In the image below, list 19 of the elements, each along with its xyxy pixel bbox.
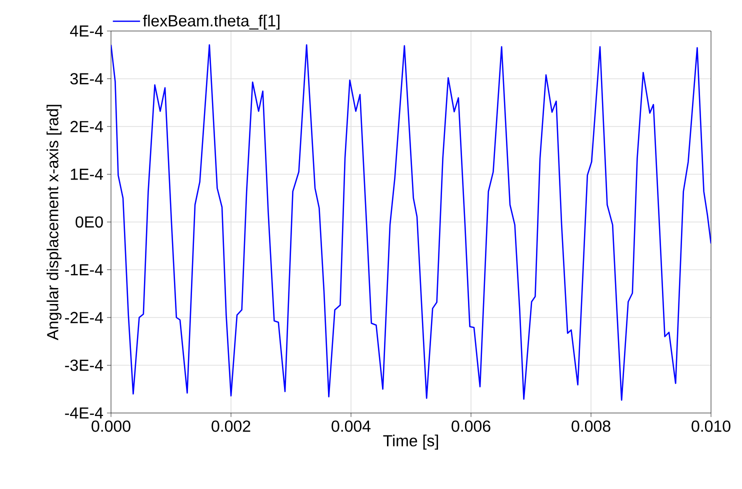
y-tick-label: -3E-4 [65,360,104,371]
y-axis-title: Angular displacement x-axis [rad] [46,104,62,340]
x-tick-label: 0.002 [212,420,250,432]
x-tick-label: 0.008 [572,420,610,432]
y-tick-label: -2E-4 [65,312,104,324]
y-tick-label: 1E-4 [70,168,104,180]
y-tick-label: 4E-4 [70,25,104,37]
x-tick-label: 0.004 [332,420,371,432]
legend-label: flexBeam.theta_f[1] [142,14,280,30]
y-tick-label: 3E-4 [70,73,104,84]
y-tick-label: 2E-4 [70,120,104,132]
line-series [111,44,712,401]
y-tick-label: -4E-4 [65,407,104,419]
y-tick-label: 0E0 [76,216,103,228]
x-tick-label: 0.006 [452,420,490,432]
x-tick-label: 0.000 [92,420,130,432]
x-tick-label: 0.010 [692,420,730,432]
y-tick-label: -1E-4 [65,264,104,276]
x-axis-title: Time [s] [383,434,438,450]
